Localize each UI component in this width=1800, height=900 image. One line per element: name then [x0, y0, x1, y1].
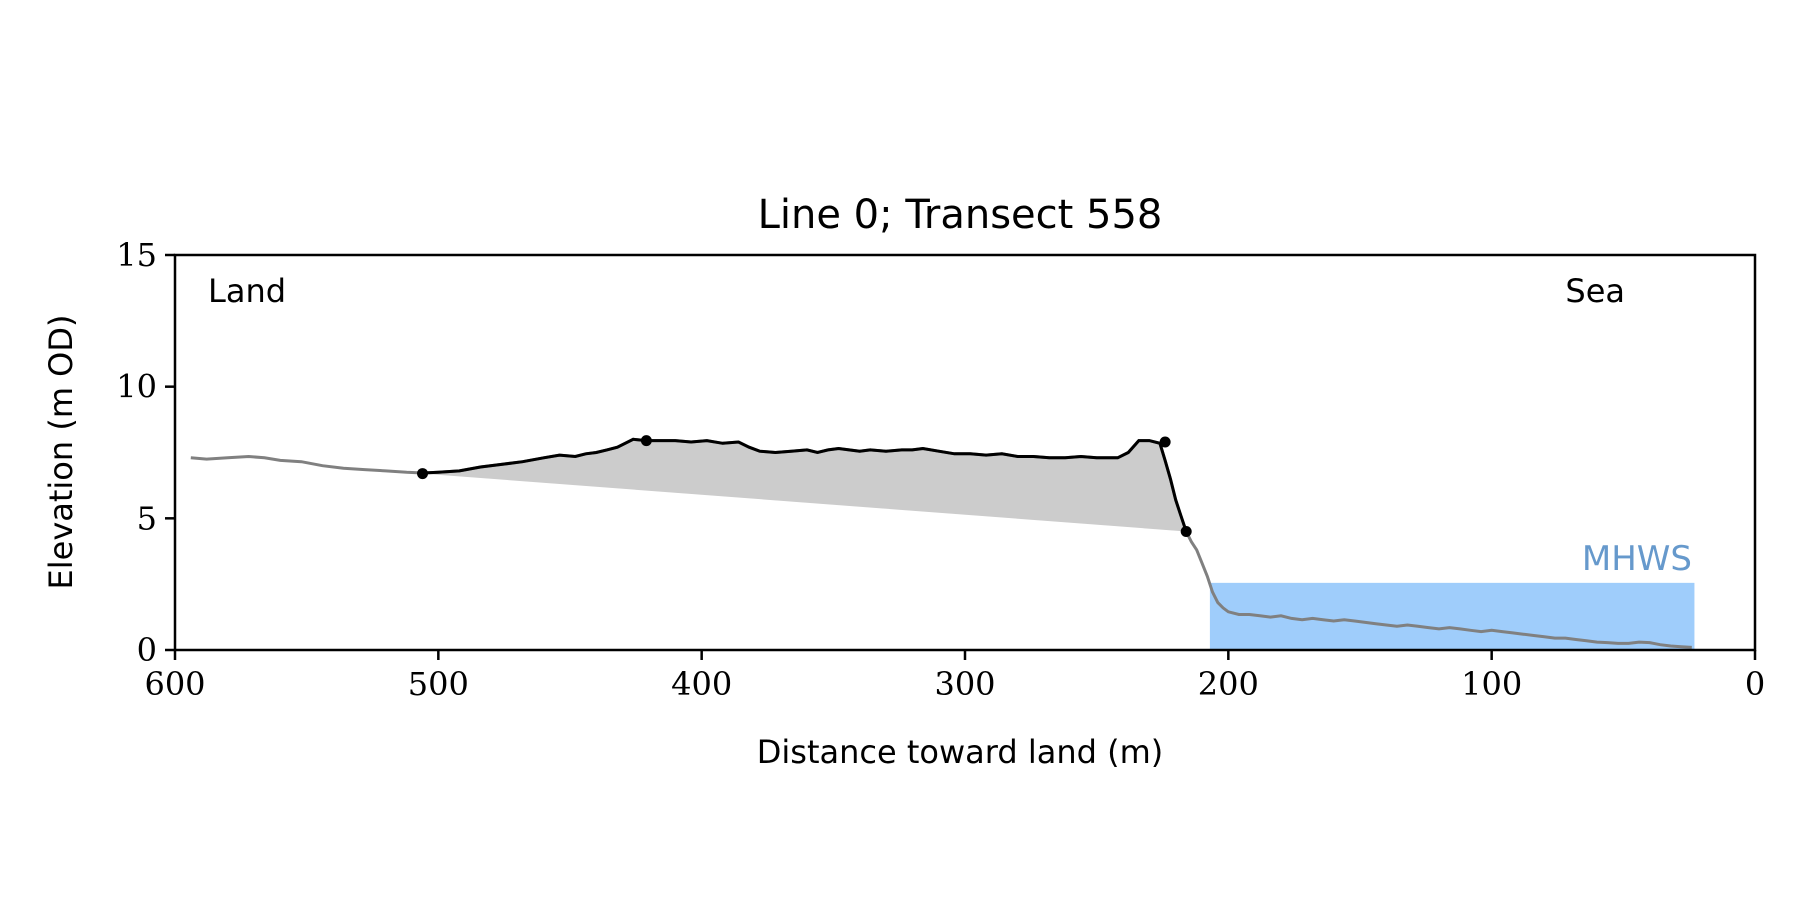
- y-tick-label-10: 10: [116, 368, 157, 406]
- land-label: Land: [208, 272, 286, 310]
- x-tick-label-600: 600: [144, 665, 205, 703]
- x-tick-label-500: 500: [408, 665, 469, 703]
- dune-fill-area: [422, 439, 1187, 532]
- dune-marker-1: [417, 468, 429, 480]
- dune-marker-4: [1180, 526, 1192, 537]
- y-tick-label-5: 5: [137, 499, 157, 537]
- x-tick-label-400: 400: [671, 665, 732, 703]
- y-tick-label-15: 15: [116, 236, 157, 274]
- y-axis: 0 5 10 15: [116, 236, 175, 669]
- y-tick-label-0: 0: [137, 631, 157, 669]
- x-tick-label-200: 200: [1198, 665, 1259, 703]
- plot-area: [173, 253, 1757, 652]
- dune-markers: [417, 435, 1192, 537]
- x-tick-label-0: 0: [1745, 665, 1765, 703]
- x-tick-label-100: 100: [1461, 665, 1522, 703]
- mhws-label: MHWS: [1582, 539, 1692, 579]
- sea-label: Sea: [1565, 272, 1625, 310]
- dune-marker-3: [1159, 436, 1171, 448]
- chart-title: Line 0; Transect 558: [758, 192, 1163, 238]
- x-axis-label: Distance toward land (m): [757, 733, 1163, 771]
- x-axis: 600 500 400 300 200 100 0: [144, 650, 1765, 703]
- mhws-band: [1209, 582, 1695, 650]
- x-tick-label-300: 300: [934, 665, 995, 703]
- dune-profile-line: [421, 437, 1188, 532]
- y-axis-label: Elevation (m OD): [42, 315, 80, 590]
- dune-marker-2: [640, 435, 652, 447]
